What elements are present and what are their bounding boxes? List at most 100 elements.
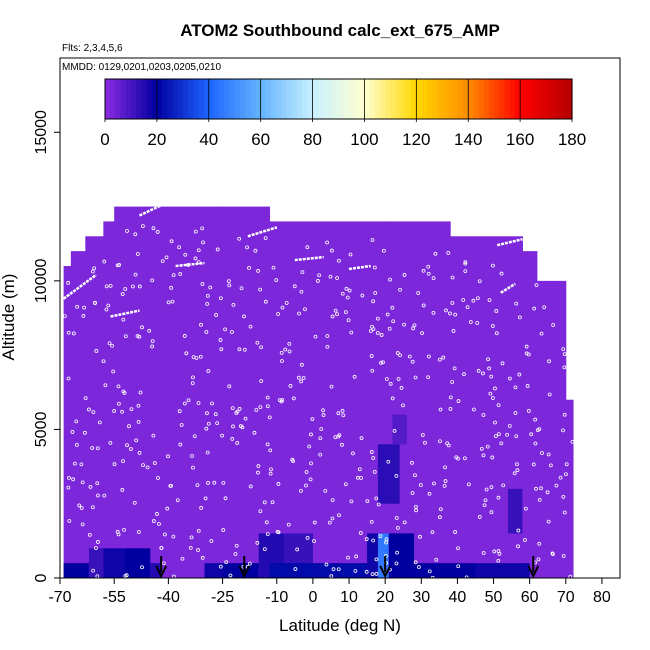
observation-point [233,552,238,556]
observation-point [546,519,551,524]
observation-point [196,401,201,405]
observation-point [243,416,248,421]
observation-point [155,512,159,516]
colorbar-segment [208,79,215,119]
observation-point [312,539,316,543]
observation-point [210,401,214,406]
observation-point [219,296,223,301]
observation-point [169,239,174,244]
x-tick-label: -55 [103,589,126,606]
observation-point [179,423,184,427]
observation-point [317,273,321,278]
observation-point [394,474,399,478]
observation-point [369,450,374,454]
observation-point [416,565,421,569]
observation-point [427,491,432,496]
observation-point [331,567,336,572]
observation-point [209,539,214,543]
colorbar-segment [328,79,334,119]
observation-point [152,461,157,465]
observation-point [205,301,210,306]
observation-point [159,546,164,550]
colorbar-tick-label: 80 [303,130,322,149]
observation-point [138,390,143,395]
flight-line [110,309,140,318]
arrow-head [379,565,392,579]
observation-point [462,372,466,377]
observation-point [66,280,71,285]
observation-point [551,323,556,327]
observation-point [394,516,399,520]
observation-point [433,251,438,256]
observation-point [182,401,187,406]
observation-point [330,516,335,521]
observation-point [82,305,87,310]
observation-point [287,349,292,354]
observation-point [132,500,137,505]
observation-point [309,461,313,466]
y-tick-label: 10000 [33,259,50,304]
observation-point [481,453,486,458]
flight-line [62,273,97,300]
observation-point [245,245,249,250]
observation-point [291,396,296,401]
observation-point [88,485,93,489]
observation-point [364,569,369,574]
observation-point [291,459,296,464]
observation-point [505,432,510,437]
coverage-column [385,221,451,578]
observation-point [336,411,341,416]
observation-point [343,310,348,315]
observation-point [283,347,288,352]
observation-point [418,534,422,539]
observation-point [532,306,537,311]
observation-point [194,356,199,360]
observation-point [318,436,323,441]
colorbar-segment [115,79,122,119]
observation-point [94,546,98,550]
heatmap-cell [475,563,530,578]
coverage-column [565,399,574,578]
observation-point [533,417,538,422]
observation-point [524,344,529,349]
observation-point [499,271,504,276]
observation-point [265,404,270,409]
observation-point [564,462,569,467]
colorbar-tick-label: 20 [147,130,166,149]
observation-point [490,455,495,460]
observation-point [310,417,315,422]
colorbar-segment [354,79,360,119]
observation-point [204,330,209,334]
observation-point [120,488,125,492]
observation-point [450,380,455,384]
colorbar-segment [281,79,288,119]
observation-point [463,261,468,266]
colorbar-segment [198,79,205,119]
observation-point [483,498,488,503]
x-tick-label: 40 [449,589,467,606]
observation-point [203,496,208,501]
observation-point [145,465,150,470]
observation-point [120,292,125,296]
observation-point [516,528,521,533]
flight-line [348,264,371,271]
x-tick-label: 70 [557,589,575,606]
colorbar-segment [411,79,417,119]
observation-point [215,247,220,252]
observation-point [357,467,362,472]
observation-point [412,323,417,328]
observation-point [456,564,461,569]
observation-point [171,273,176,278]
observation-point [370,324,374,329]
observation-point [74,419,79,424]
observation-point [263,236,268,240]
observation-point [545,490,550,495]
observation-point [426,354,431,359]
observation-point [235,441,240,445]
colorbar-segment [136,79,142,119]
observation-point [442,483,447,488]
observation-point [271,265,276,270]
colorbar-segment [338,79,345,119]
colorbar-tick-label: 140 [454,130,482,149]
observation-point [189,535,194,540]
